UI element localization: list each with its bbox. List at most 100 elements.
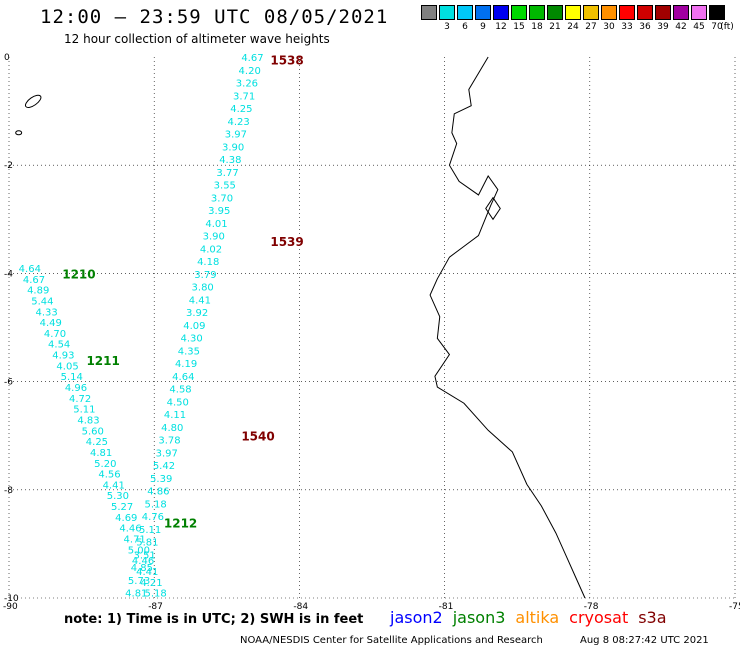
- wave-height-value: 4.81: [90, 448, 112, 459]
- wave-height-value: 4.58: [169, 385, 191, 396]
- wave-height-value: 4.11: [164, 410, 186, 421]
- pass-time-label: 1212: [164, 516, 197, 530]
- pass-time-labels: 1538 1539 1540 1210 1211 1212: [62, 54, 304, 531]
- scale-swatch: [529, 5, 545, 20]
- scale-label: 15: [513, 22, 525, 32]
- lat-label: -10: [4, 594, 19, 604]
- wave-height-value: 3.51: [133, 550, 155, 561]
- wave-height-value: 3.97: [156, 448, 178, 459]
- wave-height-value: 3.55: [214, 181, 236, 192]
- scale-label: 9: [480, 22, 486, 32]
- wave-height-value: 3.97: [225, 130, 247, 141]
- wave-height-value: 3.77: [216, 168, 238, 179]
- wave-height-value: 4.19: [175, 359, 197, 370]
- lon-label: -75: [729, 602, 740, 612]
- wave-height-value: 5.42: [153, 461, 175, 472]
- scale-label: 33: [621, 22, 633, 32]
- wave-height-value: 4.02: [200, 244, 222, 255]
- wave-height-color-scale: 3 6 9 12 15 18 21 24 27 30 33 36 39 42 45 70 (ft): [421, 5, 734, 39]
- wave-height-value: 5.11: [139, 525, 161, 536]
- wave-height-value: 5.18: [145, 499, 167, 510]
- wave-height-value: 3.92: [186, 308, 208, 319]
- pass-time-label: 1210: [62, 267, 95, 281]
- wave-height-value: 3.90: [203, 232, 225, 243]
- scale-swatch: [601, 5, 617, 20]
- wave-height-value: 5.11: [73, 405, 95, 416]
- satellite-legend: jason2 jason3 altika cryosat s3a: [390, 608, 677, 627]
- scale-label: 21: [549, 22, 561, 32]
- wave-height-value: 4.50: [167, 397, 189, 408]
- wave-height-value: 3.70: [211, 193, 233, 204]
- lat-label: -4: [4, 269, 13, 279]
- wave-height-value: 4.70: [44, 329, 66, 340]
- track-1210-1212: 4.644.674.895.444.334.494.704.544.934.05…: [19, 264, 167, 600]
- scale-label: 45: [693, 22, 705, 32]
- wave-height-value: 4.81: [125, 589, 147, 600]
- scale-swatch: [691, 5, 707, 20]
- legend-item-jason3: jason3: [452, 608, 506, 627]
- wave-height-value: 4.96: [65, 383, 87, 394]
- wave-height-value: 4.56: [98, 470, 120, 481]
- scale-swatch: [421, 5, 437, 20]
- island-galapagos: [24, 94, 42, 108]
- wave-height-value: 4.41: [103, 480, 125, 491]
- wave-height-value: 4.23: [227, 117, 249, 128]
- pass-time-label: 1539: [270, 235, 303, 249]
- scale-swatch: [439, 5, 455, 20]
- wave-height-value: 5.18: [145, 589, 167, 600]
- wave-height-value: 4.86: [147, 487, 169, 498]
- lon-label: -81: [439, 602, 454, 612]
- wave-height-value: 3.80: [192, 283, 214, 294]
- wave-height-value: 5.39: [150, 474, 172, 485]
- scale-label: 12: [495, 22, 507, 32]
- wave-height-value: 4.20: [239, 66, 261, 77]
- scale-swatch: [475, 5, 491, 20]
- scale-swatch: [565, 5, 581, 20]
- wave-height-value: 4.80: [161, 423, 183, 434]
- scale-label: 42: [675, 22, 687, 32]
- wave-height-value: 4.01: [205, 219, 227, 230]
- footnote: note: 1) Time is in UTC; 2) SWH is in fe…: [64, 612, 364, 627]
- wave-height-value: 4.64: [172, 372, 194, 383]
- legend-item-s3a: s3a: [638, 608, 667, 627]
- credit-timestamp: Aug 8 08:27:42 UTC 2021: [580, 635, 709, 646]
- scale-label: 27: [585, 22, 597, 32]
- track-1538-1540: 4.674.203.263.714.254.233.973.904.383.77…: [125, 53, 263, 600]
- altimeter-tracks: 4.674.203.263.714.254.233.973.904.383.77…: [19, 53, 264, 600]
- wave-height-value: 3.79: [194, 270, 216, 281]
- wave-height-value: 4.89: [27, 286, 49, 297]
- wave-height-value: 4.76: [142, 512, 164, 523]
- lon-label: -84: [293, 602, 308, 612]
- pass-time-label: 1540: [241, 430, 274, 444]
- legend-item-cryosat: cryosat: [569, 608, 629, 627]
- wave-height-value: 4.54: [48, 340, 70, 351]
- scale-swatch: [655, 5, 671, 20]
- wave-height-value: 4.46: [132, 556, 154, 567]
- wave-height-value: 4.85: [131, 563, 153, 574]
- lon-label: -78: [584, 602, 599, 612]
- legend-item-altika: altika: [515, 608, 560, 627]
- scale-label: 39: [657, 22, 669, 32]
- island-puna: [485, 196, 501, 221]
- wave-height-value: 3.95: [208, 206, 230, 217]
- scale-label: 3: [444, 22, 450, 32]
- lon-label: -87: [148, 602, 163, 612]
- page-subtitle: 12 hour collection of altimeter wave hei…: [64, 32, 330, 46]
- wave-height-value: 4.83: [77, 415, 99, 426]
- wave-height-value: 4.25: [230, 104, 252, 115]
- scale-label: 6: [462, 22, 468, 32]
- scale-label: 70: [711, 22, 723, 32]
- pass-time-label: 1538: [270, 54, 303, 68]
- wave-height-value: 5.00: [128, 545, 150, 556]
- scale-label: 30: [603, 22, 615, 32]
- wave-height-value: 4.71: [124, 534, 146, 545]
- credit-text: NOAA/NESDIS Center for Satellite Applica…: [240, 635, 543, 646]
- scale-swatch: [637, 5, 653, 20]
- scale-swatch: [457, 5, 473, 20]
- wave-height-value: 3.90: [222, 142, 244, 153]
- wave-height-value: 4.72: [69, 394, 91, 405]
- wave-height-value: 4.93: [52, 351, 74, 362]
- wave-height-value: 3.78: [158, 436, 180, 447]
- lon-label: -90: [3, 602, 18, 612]
